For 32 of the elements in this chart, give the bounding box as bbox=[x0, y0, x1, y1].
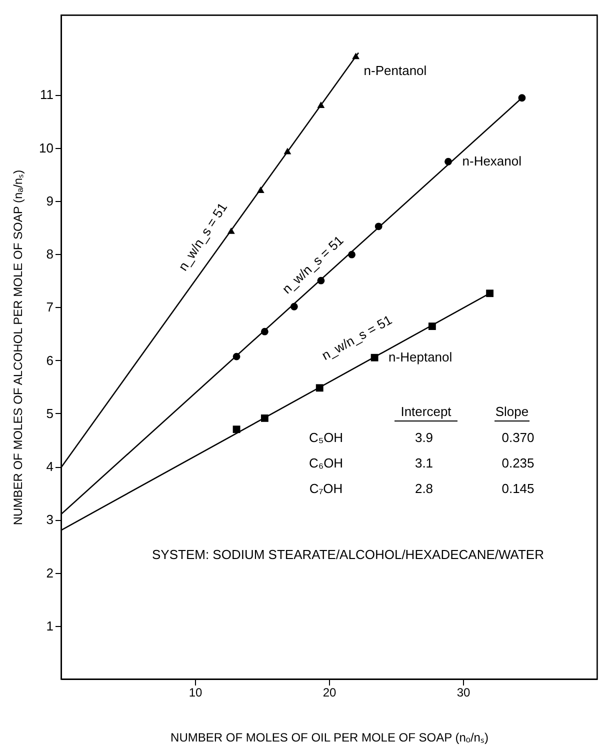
x-axis-title: NUMBER OF MOLES OF OIL PER MOLE OF SOAP (nₒ/nₛ) bbox=[170, 730, 488, 744]
annotation: C₅OH bbox=[308, 430, 344, 445]
annotation: Intercept bbox=[400, 404, 452, 419]
y-tick-label: 6 bbox=[46, 352, 54, 368]
annotation: C₇OH bbox=[309, 481, 343, 496]
y-tick-label: 3 bbox=[46, 512, 54, 528]
annotation: 0.235 bbox=[502, 456, 534, 470]
annotation: 3.9 bbox=[414, 430, 434, 445]
point bbox=[486, 290, 494, 298]
annotation: 3.1 bbox=[414, 456, 434, 470]
series-label: n-Heptanol bbox=[388, 350, 452, 365]
y-tick-label: 5 bbox=[46, 406, 54, 421]
annotation: 0.370 bbox=[502, 430, 534, 445]
y-tick-label: 7 bbox=[46, 300, 54, 315]
y-tick-label: 1 bbox=[46, 618, 54, 634]
series-label: n-Pentanol bbox=[364, 62, 427, 78]
y-tick-label: 4 bbox=[46, 459, 54, 474]
annotation: 2.8 bbox=[414, 481, 434, 496]
y-tick-label: 8 bbox=[46, 246, 54, 262]
x-tick-label: 30 bbox=[456, 686, 470, 700]
y-tick-label: 10 bbox=[39, 140, 54, 156]
x-tick-label: 10 bbox=[188, 686, 202, 700]
y-tick-label: 2 bbox=[46, 565, 54, 580]
annotation: Slope bbox=[495, 404, 529, 419]
annotation: C₆OH bbox=[308, 456, 344, 470]
y-tick-label: 11 bbox=[40, 87, 54, 102]
annotation: 0.145 bbox=[502, 481, 534, 496]
annotation: SYSTEM: SODIUM STEARATE/ALCOHOL/HEXADECANE/WATER bbox=[152, 547, 544, 562]
y-tick-label: 9 bbox=[46, 193, 54, 208]
x-tick-label: 20 bbox=[322, 686, 336, 700]
series-label: n-Hexanol bbox=[462, 154, 522, 169]
y-axis-title: NUMBER OF MOLES OF ALCOHOL PER MOLE OF SOAP (nₐ/nₛ) bbox=[11, 170, 26, 526]
